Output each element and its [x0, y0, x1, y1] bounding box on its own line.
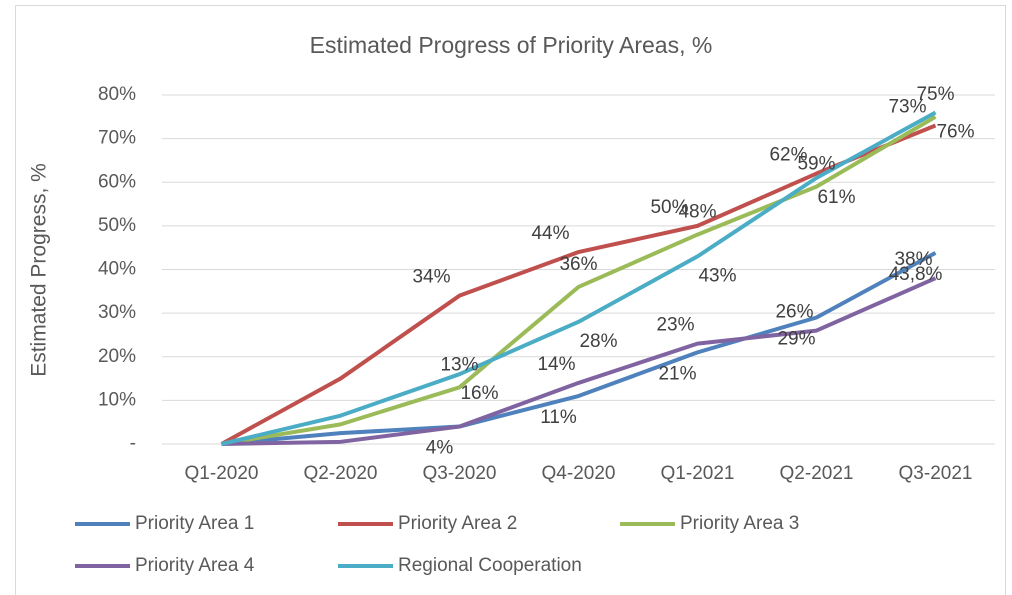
series-line [221, 115, 937, 446]
data-label: 43,8% [889, 264, 943, 285]
data-label: 26% [775, 302, 813, 323]
data-label: 44% [531, 223, 569, 244]
data-label: 16% [460, 383, 498, 404]
data-label: 28% [579, 331, 617, 352]
y-axis-title: Estimated Progress, % [28, 163, 51, 377]
y-tick-label: 60% [98, 171, 136, 192]
data-label: 23% [656, 315, 694, 336]
legend-label: Priority Area 1 [135, 513, 254, 534]
data-label: 4% [426, 438, 454, 459]
y-tick-label: 20% [98, 346, 136, 367]
x-tick-label: Q1-2021 [661, 463, 735, 484]
data-label: 75% [916, 84, 954, 105]
legend-label: Regional Cooperation [398, 555, 582, 576]
data-label: 13% [440, 354, 478, 375]
data-label: 50% [650, 197, 688, 218]
y-tick-label: 80% [98, 84, 136, 105]
legend-label: Priority Area 4 [135, 555, 255, 576]
x-tick-label: Q4-2020 [542, 463, 616, 484]
x-tick-label: Q2-2021 [780, 463, 854, 484]
data-label: 14% [537, 354, 575, 375]
x-tick-label: Q1-2020 [185, 463, 259, 484]
x-tick-label: Q3-2021 [899, 463, 973, 484]
x-tick-label: Q2-2020 [304, 463, 378, 484]
data-label: 76% [936, 121, 974, 142]
data-label: 62% [769, 145, 807, 166]
y-tick-label: 50% [98, 215, 136, 236]
data-label: 59% [797, 154, 835, 175]
data-label: 29% [777, 329, 815, 350]
data-label: 36% [559, 254, 597, 275]
data-label: 21% [658, 363, 696, 384]
data-label: 61% [817, 187, 855, 208]
data-label: 73% [888, 97, 926, 118]
data-label: 34% [412, 267, 450, 288]
data-label: 48% [678, 202, 716, 223]
data-label: 11% [540, 407, 577, 428]
series-line [221, 110, 937, 446]
series-line [220, 123, 937, 446]
series-line [221, 276, 937, 446]
chart-title: Estimated Progress of Priority Areas, % [310, 32, 713, 58]
y-tick-label: - [130, 433, 136, 454]
legend-label: Priority Area 3 [680, 513, 799, 534]
legend-label: Priority Area 2 [398, 513, 517, 534]
data-label: 43% [698, 265, 736, 286]
chart-border [15, 5, 1006, 595]
x-tick-label: Q3-2020 [423, 463, 497, 484]
series-line [221, 251, 937, 446]
y-tick-label: 30% [98, 302, 136, 323]
y-tick-label: 10% [98, 389, 136, 410]
y-tick-label: 70% [98, 128, 136, 149]
y-tick-label: 40% [98, 259, 136, 280]
data-label: 38% [894, 249, 932, 270]
